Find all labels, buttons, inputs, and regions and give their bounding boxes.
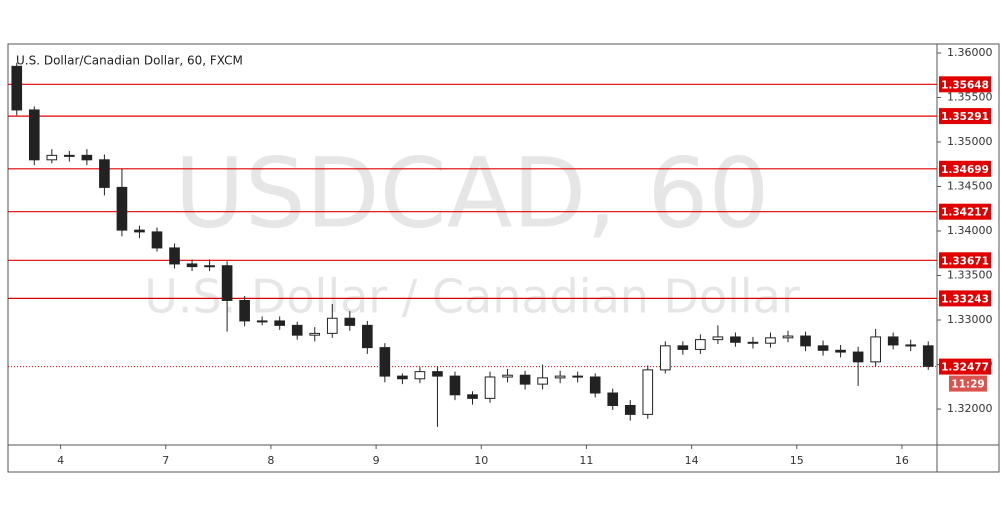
candle-body	[624, 404, 636, 415]
level-label-box	[939, 203, 991, 220]
x-tick-label: 15	[790, 454, 804, 467]
candle-body	[81, 154, 93, 161]
candle-body	[695, 339, 706, 350]
candle-body	[519, 374, 531, 385]
candle-body	[379, 347, 391, 377]
candle-body	[537, 377, 548, 385]
y-tick-label: 1.33000	[947, 313, 993, 326]
candle-body	[852, 351, 864, 363]
candle-body	[607, 392, 619, 406]
candle-body	[64, 154, 75, 157]
candle-body	[467, 394, 478, 399]
level-label: 1.33671	[941, 255, 989, 267]
candle-body	[186, 263, 198, 268]
watermark: U.S. Dollar / Canadian Dollar	[144, 270, 800, 324]
level-label: 1.35648	[941, 79, 989, 91]
countdown-box	[949, 375, 987, 392]
x-tick-label: 14	[685, 454, 699, 467]
candle-body	[169, 247, 180, 265]
candle-body	[554, 375, 566, 379]
candle-body	[221, 265, 233, 301]
candle-body	[274, 320, 286, 326]
candle-body	[256, 320, 268, 323]
y-tick-label: 1.35000	[947, 135, 993, 148]
candle-body	[28, 109, 40, 161]
candle-body	[344, 317, 356, 326]
candle-body	[870, 336, 881, 363]
candle-body	[782, 335, 794, 339]
level-label-box	[939, 76, 991, 93]
level-label: 1.34217	[941, 207, 989, 219]
candle-body	[432, 371, 443, 377]
candle-body	[730, 336, 741, 343]
current-price-box	[939, 358, 991, 375]
candle-body	[484, 376, 496, 399]
candle-body	[326, 317, 338, 334]
candle-body	[659, 345, 671, 371]
x-tick-label: 7	[162, 454, 169, 467]
y-tick-label: 1.34500	[947, 180, 993, 193]
candle-body	[765, 337, 776, 344]
candle-body	[151, 231, 163, 249]
chart-title: U.S. Dollar/Canadian Dollar, 60, FXCM	[16, 54, 243, 68]
candle-body	[677, 345, 689, 350]
candle-body	[204, 265, 215, 268]
candle-body	[589, 376, 601, 394]
candle-body	[800, 335, 811, 347]
y-tick-label: 1.35500	[947, 90, 993, 103]
y-tick-label: 1.34000	[947, 224, 993, 237]
candle-body	[309, 332, 321, 336]
y-tick-label: 1.36000	[947, 46, 993, 59]
level-label: 1.35291	[941, 111, 989, 123]
candle-body	[239, 299, 250, 322]
candle-body	[449, 375, 461, 396]
candle-body	[887, 336, 899, 346]
chart-frame	[7, 43, 1000, 473]
candle-body	[11, 65, 23, 111]
x-tick-label: 9	[373, 454, 380, 467]
level-label-box	[939, 252, 991, 269]
candle-body	[116, 186, 128, 231]
current-price-label: 1.32477	[941, 362, 989, 374]
candle-body	[414, 371, 426, 380]
y-tick-label: 1.32000	[947, 402, 993, 415]
candle-body	[712, 336, 724, 341]
x-tick-label: 4	[57, 454, 64, 467]
y-tick-label: 1.33500	[947, 269, 993, 282]
candle-body	[362, 324, 373, 349]
candle-body	[397, 375, 408, 380]
x-tick-label: 11	[579, 454, 593, 467]
candle-body	[835, 349, 846, 353]
level-label: 1.33243	[941, 293, 989, 305]
candle-body	[642, 369, 654, 415]
candle-body	[572, 375, 583, 378]
candle-body	[134, 229, 145, 233]
level-label-box	[939, 160, 991, 177]
candle-body	[291, 324, 303, 336]
candle-body	[46, 154, 58, 161]
candle-body	[922, 345, 934, 367]
x-tick-label: 16	[895, 454, 909, 467]
candle-body	[99, 159, 110, 188]
candle-body	[747, 341, 759, 344]
watermark: USDCAD, 60	[175, 137, 770, 249]
level-label-box	[939, 108, 991, 125]
candle-body	[817, 345, 829, 351]
level-label: 1.34699	[941, 164, 989, 176]
candle-body	[502, 374, 513, 378]
countdown: 11:29	[951, 379, 984, 391]
x-tick-label: 8	[267, 454, 274, 467]
x-tick-label: 10	[474, 454, 488, 467]
candle-body	[905, 344, 917, 347]
level-label-box	[939, 290, 991, 307]
